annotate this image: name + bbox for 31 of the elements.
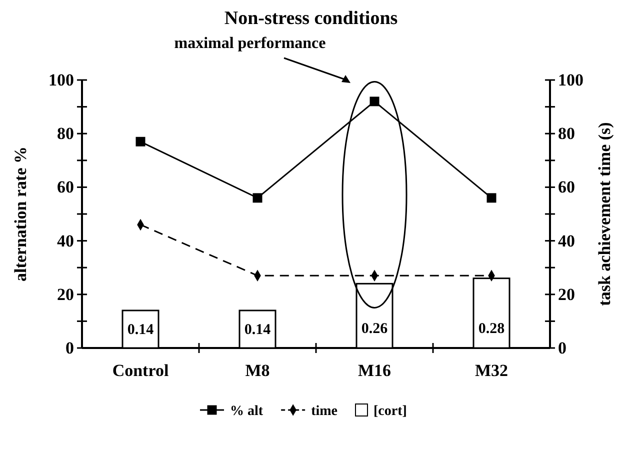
y2-tick-label: 0 (558, 338, 566, 358)
legend-label: time (311, 404, 338, 419)
y-tick-label: 60 (57, 178, 74, 197)
x-tick-label: M32 (474, 361, 508, 380)
annotation: 0.14 (244, 322, 272, 338)
y2-axis-title: task achievement time (s) (595, 122, 614, 306)
y2-tick-label: 100 (558, 70, 584, 90)
legend-label: % alt (230, 404, 264, 419)
annotation: 0.26 (361, 321, 388, 337)
x-tick-label: Control (112, 361, 169, 380)
x-tick-label: M16 (358, 361, 392, 380)
y-tick-label: 40 (57, 231, 74, 250)
annotation: 0.14 (127, 322, 154, 338)
legend-label: [cort] (374, 404, 407, 419)
y-tick-label: 20 (57, 284, 74, 304)
y2-tick-label: 20 (558, 284, 575, 304)
y2-tick-label: 60 (558, 178, 575, 197)
y-axis-title: alternation rate % (11, 146, 30, 282)
chart-title: Non-stress conditions (224, 8, 398, 29)
point (370, 96, 380, 106)
point (136, 136, 146, 146)
point (252, 193, 262, 203)
text: maximal performance (174, 35, 326, 52)
annotation: 0.28 (478, 321, 505, 337)
point (486, 193, 496, 203)
y-tick-label: 0 (66, 338, 74, 358)
x-tick-label: M8 (245, 361, 270, 380)
y-tick-label: 80 (57, 124, 74, 144)
y-tick-label: 100 (48, 70, 74, 90)
y2-tick-label: 80 (558, 124, 575, 144)
y2-tick-label: 40 (558, 231, 575, 250)
